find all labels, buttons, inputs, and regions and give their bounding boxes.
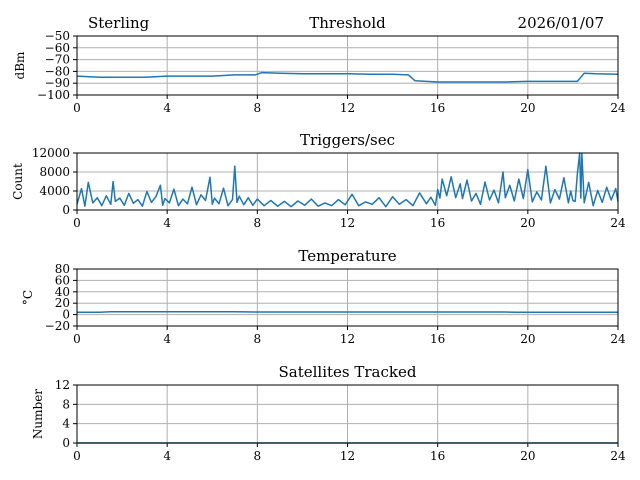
temperature-ytick-label: 0 — [62, 308, 70, 322]
triggers-frame — [76, 152, 619, 211]
satellites-frame — [76, 384, 619, 444]
temperature-ytick-label: −20 — [45, 319, 70, 333]
threshold-xtick-label: 8 — [254, 101, 262, 115]
threshold-panel: Threshold 0 4 8 12 16 20 24 −50−60−70−80−90−100 d… — [13, 14, 626, 115]
triggers-ylabel: Count — [11, 163, 25, 200]
temperature-ytick-label: 60 — [55, 273, 70, 287]
threshold-ylabel: dBm — [13, 51, 27, 80]
satellites-xtick-label: 8 — [254, 449, 262, 463]
threshold-ytick-label: −60 — [45, 41, 70, 55]
satellites-xtick-label: 16 — [430, 449, 445, 463]
satellites-title: Satellites Tracked — [279, 363, 417, 381]
triggers-ytick-label: 8000 — [39, 165, 70, 179]
triggers-xtick-label: 12 — [340, 216, 355, 230]
threshold-xtick-label: 16 — [430, 101, 445, 115]
satellites-ytick-label: 4 — [62, 417, 70, 431]
temperature-ytick-label: 20 — [55, 296, 70, 310]
site-name: Sterling — [88, 14, 150, 32]
temperature-xtick-label: 4 — [163, 332, 171, 346]
threshold-ytick-label: −80 — [45, 64, 70, 78]
triggers-series-line — [76, 152, 619, 208]
satellites-ylabel: Number — [31, 389, 45, 439]
temperature-xtick-label: 8 — [254, 332, 262, 346]
satellites-xtick-label: 4 — [163, 449, 171, 463]
satellites-xtick-label: 20 — [520, 449, 535, 463]
satellites-xtick-label: 0 — [73, 449, 81, 463]
temperature-series-line — [77, 311, 618, 314]
temperature-xtick-label: 24 — [610, 332, 626, 346]
satellites-ytick-label: 12 — [55, 378, 70, 392]
threshold-xtick-label: 12 — [340, 101, 355, 115]
temperature-ylabel: °C — [21, 290, 35, 305]
triggers-xtick-label: 4 — [163, 216, 171, 230]
triggers-xtick-label: 24 — [610, 216, 626, 230]
temperature-xtick-label: 20 — [520, 332, 535, 346]
satellites-panel: Satellites Tracked 0 4 8 12 16 20 24 12 8 4 0 Number — [31, 363, 626, 463]
triggers-ytick-label: 12000 — [32, 146, 70, 160]
threshold-series-line — [76, 71, 619, 83]
threshold-title: Threshold — [309, 14, 386, 32]
satellites-xtick-label: 12 — [340, 449, 355, 463]
threshold-ytick-label: −70 — [45, 53, 70, 67]
threshold-frame — [76, 35, 619, 96]
threshold-xtick-label: 24 — [610, 101, 626, 115]
satellites-xtick-label: 24 — [610, 449, 626, 463]
temperature-xtick-label: 16 — [430, 332, 445, 346]
temperature-xtick-label: 12 — [340, 332, 355, 346]
triggers-xtick-label: 16 — [430, 216, 445, 230]
triggers-ytick-label: 4000 — [39, 184, 70, 198]
threshold-xtick-label: 4 — [163, 101, 171, 115]
triggers-xtick-label: 8 — [254, 216, 262, 230]
threshold-xtick-label: 20 — [520, 101, 535, 115]
threshold-ytick-label: −50 — [45, 29, 70, 43]
temperature-frame — [76, 268, 619, 327]
threshold-ytick-label: −90 — [45, 76, 70, 90]
temperature-title: Temperature — [298, 247, 396, 265]
triggers-xtick-label: 0 — [73, 216, 81, 230]
temperature-xtick-label: 0 — [73, 332, 81, 346]
satellites-ytick-label: 8 — [62, 397, 70, 411]
triggers-ytick-label: 0 — [62, 203, 70, 217]
report-date: 2026/01/07 — [518, 14, 604, 32]
triggers-xtick-label: 20 — [520, 216, 535, 230]
triggers-panel: Triggers/sec 0 4 8 12 16 20 24 12000 8000 4000 0 Cou… — [11, 131, 626, 230]
satellites-ytick-label: 0 — [62, 436, 70, 450]
threshold-ytick-label: −100 — [37, 88, 70, 102]
threshold-xtick-label: 0 — [73, 101, 81, 115]
temperature-ytick-label: 40 — [55, 285, 70, 299]
temperature-ytick-label: 80 — [55, 262, 70, 276]
triggers-title: Triggers/sec — [300, 131, 395, 149]
